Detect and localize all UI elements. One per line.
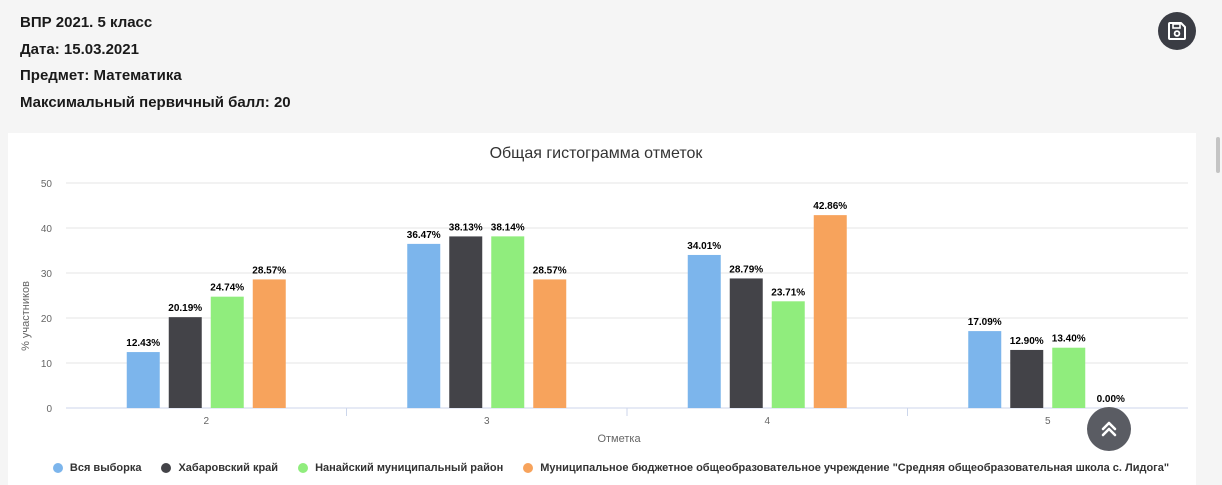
report-title: ВПР 2021. 5 класс	[20, 14, 153, 31]
bar[interactable]	[813, 215, 847, 408]
legend-label: Вся выборка	[69, 462, 142, 474]
x-tick-label: 5	[1045, 416, 1051, 427]
data-label: 38.13%	[449, 222, 483, 233]
bar[interactable]	[1052, 347, 1086, 408]
data-label: 23.71%	[771, 287, 805, 298]
y-tick-label: 10	[41, 359, 53, 370]
data-label: 17.09%	[968, 317, 1002, 328]
floppy-disk-icon	[1168, 22, 1186, 40]
data-label: 34.01%	[687, 241, 721, 252]
data-label: 12.90%	[1010, 336, 1044, 347]
chart-bars	[126, 215, 1086, 408]
report-info: ВПР 2021. 5 класс Дата: 15.03.2021 Предм…	[20, 10, 291, 116]
data-label: 24.74%	[210, 283, 244, 294]
bar[interactable]	[210, 296, 244, 408]
report-max-score: Максимальный первичный балл: 20	[20, 93, 291, 111]
chart-legend: Вся выборка Хабаровский край Нанайский мун…	[0, 456, 1222, 480]
chart-data-labels: 12.43% 20.19% 24.74% 28.57% 36.47% 38.13% 38.1…	[126, 201, 1125, 405]
y-axis-label: % участников	[20, 281, 32, 351]
x-tick-label: 3	[484, 416, 490, 427]
double-chevron-up-icon	[1101, 421, 1117, 437]
page-scrollbar[interactable]	[1214, 133, 1222, 485]
data-label: 12.43%	[126, 338, 160, 349]
data-label: 38.14%	[491, 222, 525, 233]
bar[interactable]	[126, 352, 160, 408]
chart-title: Общая гистограмма отметок	[490, 145, 704, 162]
data-label: 42.86%	[813, 201, 847, 212]
legend-label: Муниципальное бюджетное общеобразователь…	[540, 462, 1170, 474]
data-label: 28.79%	[729, 264, 763, 275]
bar[interactable]	[729, 278, 763, 408]
legend-label: Хабаровский край	[178, 462, 279, 474]
bar[interactable]	[771, 301, 805, 408]
report-subject: Предмет: Математика	[20, 67, 182, 84]
legend-item[interactable]: Хабаровский край	[161, 462, 278, 474]
legend-marker	[52, 463, 63, 473]
report-date: Дата: 15.03.2021	[20, 40, 139, 58]
bar[interactable]	[533, 279, 567, 408]
legend-item[interactable]: Вся выборка	[52, 462, 142, 474]
bar[interactable]	[407, 243, 441, 408]
legend-marker	[298, 463, 309, 473]
data-label: 28.57%	[533, 265, 567, 276]
data-label: 28.57%	[252, 265, 286, 276]
y-tick-label: 30	[41, 269, 53, 280]
y-tick-label: 40	[41, 224, 53, 235]
y-tick-label: 20	[41, 314, 53, 325]
scroll-to-top-button[interactable]	[1087, 407, 1131, 451]
bar[interactable]	[449, 236, 483, 408]
chart-card: 0 10 20 30 40 50 2 3 4 5 12.43% 20.19% 24.74% 28.57…	[8, 133, 1196, 485]
bar[interactable]	[491, 236, 525, 408]
histogram-chart: 0 10 20 30 40 50 2 3 4 5 12.43% 20.19% 24.74% 28.57…	[20, 145, 1188, 445]
bar[interactable]	[252, 279, 286, 408]
x-axis-label: Отметка	[597, 433, 641, 445]
data-label: 36.47%	[407, 230, 441, 241]
legend-item[interactable]: Муниципальное бюджетное общеобразователь…	[523, 462, 1169, 474]
save-button[interactable]	[1158, 12, 1196, 50]
scrollbar-thumb[interactable]	[1216, 137, 1220, 173]
bar[interactable]	[687, 254, 721, 408]
bar[interactable]	[1010, 349, 1044, 408]
data-label: 13.40%	[1052, 334, 1086, 345]
bar[interactable]	[168, 317, 202, 408]
legend-marker	[161, 463, 172, 473]
y-tick-label: 0	[46, 404, 52, 415]
legend-marker	[523, 463, 534, 473]
x-tick-label: 4	[764, 416, 770, 427]
bar[interactable]	[968, 331, 1002, 408]
data-label: 20.19%	[168, 303, 202, 314]
legend-item[interactable]: Нанайский муниципальный район	[298, 462, 503, 474]
legend-label: Нанайский муниципальный район	[315, 462, 504, 474]
y-axis: 0 10 20 30 40 50	[41, 179, 53, 415]
data-label: 0.00%	[1097, 394, 1125, 405]
y-tick-label: 50	[41, 179, 53, 190]
x-tick-label: 2	[203, 416, 209, 427]
x-axis: 2 3 4 5	[203, 408, 1051, 427]
